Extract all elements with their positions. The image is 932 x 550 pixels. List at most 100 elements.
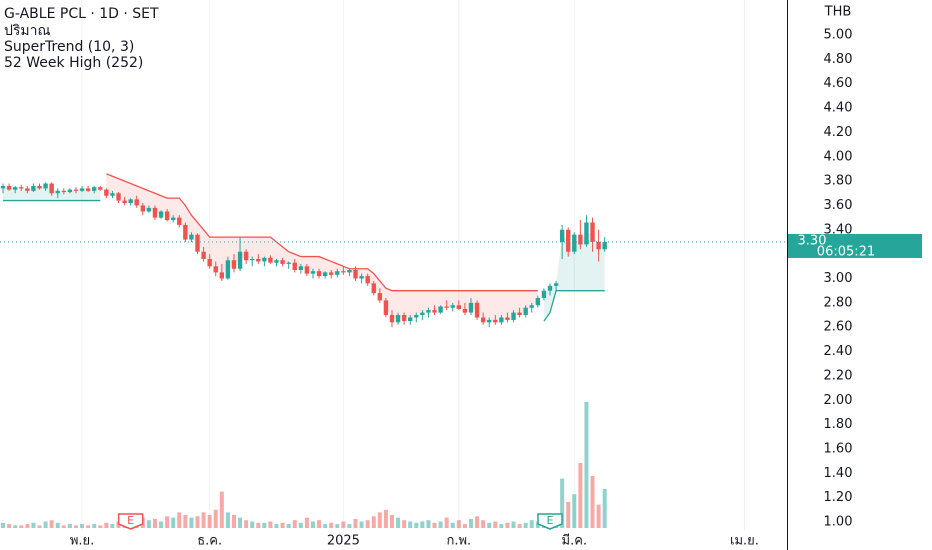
volume-bar — [55, 522, 60, 528]
volume-bar — [596, 504, 601, 528]
volume-bar — [25, 524, 30, 528]
volume-bar — [37, 525, 42, 528]
volume-bar — [487, 522, 492, 528]
x-tick-label: มี.ค. — [562, 533, 588, 549]
candle-body — [529, 305, 534, 308]
candle-body — [201, 251, 206, 260]
volume-bar — [499, 524, 504, 528]
candle-body — [444, 306, 449, 308]
candle-body — [25, 188, 30, 191]
candle-body — [292, 262, 297, 270]
candle-body — [128, 199, 133, 204]
candle-body — [566, 229, 571, 252]
volume-bar — [31, 522, 36, 528]
candle-body — [584, 222, 589, 245]
candle-body — [55, 190, 60, 194]
volume-bar — [280, 522, 285, 528]
candle-body — [116, 193, 121, 201]
candle-body — [225, 260, 231, 279]
y-tick-label: 1.00 — [824, 515, 853, 530]
candle-body — [98, 187, 103, 190]
candle-body — [590, 222, 595, 242]
volume-bar — [286, 524, 291, 528]
volume-bar — [146, 520, 151, 528]
volume-bar — [86, 525, 91, 528]
candle-body — [493, 319, 498, 323]
volume-bar — [408, 521, 413, 528]
candle-body — [547, 285, 553, 291]
x-tick-label: เม.ย. — [730, 534, 759, 549]
y-tick-label: 4.00 — [824, 149, 853, 164]
candle-body — [535, 297, 541, 306]
volume-bar — [171, 517, 176, 528]
volume-bar — [213, 509, 218, 528]
volume-bar — [317, 520, 322, 528]
candle-body — [213, 266, 218, 273]
volume-bar — [511, 521, 516, 528]
volume-bar — [371, 516, 376, 528]
candle-body — [134, 199, 139, 206]
volume-bar — [420, 521, 425, 528]
candle-body — [31, 185, 36, 191]
x-tick-label: พ.ย. — [70, 534, 94, 549]
legend-item: 52 Week High (252) — [4, 55, 143, 71]
event-label: E — [547, 514, 554, 527]
volume-bar — [341, 521, 346, 528]
y-tick-label: 1.60 — [824, 441, 853, 456]
candle-body — [43, 183, 48, 189]
candle-body — [122, 200, 127, 204]
y-tick-label: 3.00 — [824, 271, 853, 286]
volume-bar — [177, 512, 182, 528]
volume-bar — [159, 521, 164, 528]
event-label: E — [127, 514, 134, 527]
candle-body — [602, 241, 607, 250]
volume-bar — [329, 522, 334, 528]
x-tick-label: 2025 — [327, 534, 360, 549]
volume-bar — [414, 522, 419, 528]
volume-bar — [207, 515, 212, 528]
candle-body — [85, 188, 91, 191]
volume-bar — [365, 520, 370, 528]
volume-bar — [49, 520, 54, 528]
volume-bar — [590, 476, 595, 528]
last-price-box — [788, 233, 922, 258]
symbol-title: G-ABLE PCL · 1D · SET — [4, 6, 159, 22]
candle-body — [37, 185, 42, 189]
candle-body — [365, 276, 370, 284]
candle-body — [347, 269, 352, 273]
volume-bar — [402, 520, 407, 528]
candle-body — [73, 189, 79, 191]
candle-body — [231, 260, 237, 269]
y-tick-label: 1.20 — [824, 490, 853, 505]
volume-bar — [152, 518, 157, 528]
candle-body — [329, 272, 334, 275]
candle-body — [371, 283, 376, 294]
candle-body — [146, 207, 152, 212]
volume-bar — [292, 520, 297, 528]
y-tick-label: 2.40 — [824, 344, 853, 359]
candle-body — [171, 217, 176, 221]
candle-body — [389, 315, 395, 323]
volume-bar — [165, 516, 170, 528]
volume-bar — [219, 491, 224, 528]
volume-bar — [560, 478, 565, 528]
volume-bar — [92, 524, 97, 528]
volume-bar — [274, 524, 279, 528]
y-tick-label: 4.80 — [824, 52, 853, 67]
volume-bar — [444, 517, 449, 528]
candle-body — [511, 312, 516, 320]
candle-body — [341, 271, 346, 273]
candle-body — [432, 310, 437, 313]
volume-bar — [231, 515, 236, 528]
volume-bar — [304, 517, 309, 528]
y-tick-label: 5.00 — [824, 28, 853, 43]
last-price-label: 3.30 — [798, 233, 827, 248]
candle-body — [274, 260, 279, 263]
background — [3, 0, 745, 530]
candle-body — [468, 302, 474, 313]
volume-bar — [438, 521, 443, 528]
candle-body — [67, 189, 73, 193]
y-tick-label: 3.60 — [824, 198, 853, 213]
candle-body — [420, 312, 425, 316]
candle-body — [298, 266, 304, 270]
